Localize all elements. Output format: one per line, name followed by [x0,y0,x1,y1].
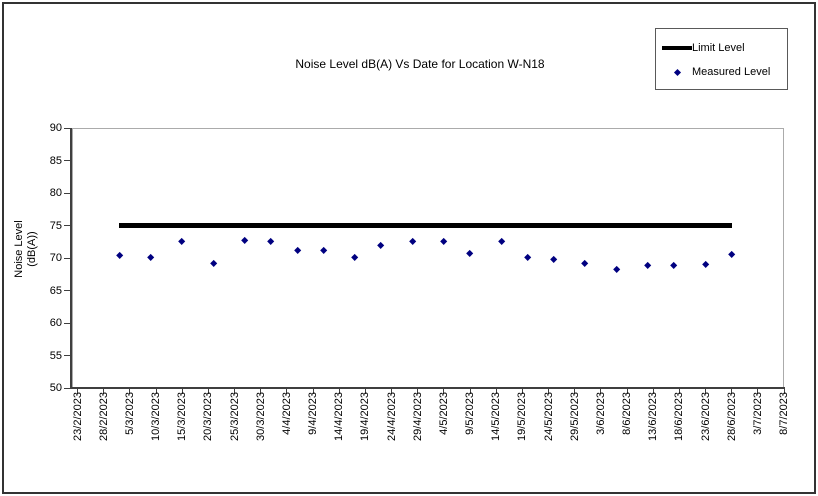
y-tick [64,127,71,129]
x-tick-label: 14/5/2023 [490,392,503,441]
x-tick [207,389,209,394]
x-tick [600,389,602,394]
x-tick-label: 9/5/2023 [464,392,476,435]
x-tick [652,389,654,394]
x-tick-label: 3/7/2023 [751,392,764,435]
x-tick [234,389,235,394]
x-tick [495,389,497,394]
y-tick-label: 65 [49,284,62,297]
limit-line-sample-icon [662,43,692,53]
legend-label: Measured Level [692,66,771,78]
y-axis-line [70,128,72,389]
x-tick [548,389,549,394]
legend-item-measured-level: Measured Level [662,60,787,84]
x-tick [678,389,680,394]
x-tick-label: 30/3/2023 [254,392,267,441]
x-tick [129,389,131,394]
y-tick-label: 55 [49,349,62,362]
x-tick-label: 23/6/2023 [699,392,712,441]
x-tick-label: 9/4/2023 [307,392,319,435]
x-tick-label: 10/3/2023 [150,392,162,441]
x-tick-label: 4/4/2023 [280,392,293,435]
y-tick [64,160,71,161]
x-tick [364,389,366,394]
x-tick-label: 29/5/2023 [568,392,581,441]
y-tick-label: 90 [49,122,62,134]
y-axis-title-line1: Noise Level [13,220,25,278]
x-tick [338,389,340,394]
x-tick [626,389,628,394]
x-tick-label: 18/6/2023 [673,392,686,441]
x-tick-label: 5/3/2023 [123,392,136,435]
x-tick [286,389,288,394]
x-tick-label: 4/5/2023 [437,392,450,435]
y-tick [64,322,71,324]
x-tick [757,389,759,394]
x-tick-label: 13/6/2023 [647,392,660,441]
x-tick [103,389,105,394]
x-tick-label: 23/2/2023 [71,392,84,441]
y-tick [64,225,71,226]
plot-area [72,128,784,388]
x-tick [574,389,576,394]
x-tick [443,389,445,394]
x-tick-label: 8/7/2023 [778,392,790,435]
x-tick [260,389,262,394]
x-tick [521,389,523,394]
x-tick-label: 19/5/2023 [516,392,529,441]
x-tick-label: 24/5/2023 [542,392,555,441]
y-tick-label: 60 [49,317,62,329]
x-tick [705,389,706,394]
x-tick [312,389,314,394]
x-tick [469,389,471,394]
x-tick-label: 20/3/2023 [202,392,215,441]
y-tick [64,290,71,291]
legend-item-limit-level: Limit Level [662,36,787,60]
y-tick [64,257,71,259]
x-tick [391,389,392,394]
chart-title: Noise Level dB(A) Vs Date for Location W… [295,57,545,71]
y-tick [64,355,71,356]
x-tick-label: 3/6/2023 [594,392,607,435]
y-tick-label: 50 [49,382,62,394]
x-tick-label: 14/4/2023 [333,392,346,441]
y-tick-label: 80 [49,187,62,199]
x-tick-label: 28/2/2023 [97,392,110,441]
legend-label: Limit Level [692,42,745,54]
x-tick-label: 15/3/2023 [176,392,189,441]
x-tick-label: 8/6/2023 [621,392,633,435]
x-tick-label: 29/4/2023 [411,392,424,441]
y-tick-label: 70 [49,252,62,264]
x-tick [731,389,733,394]
y-tick [64,192,71,194]
y-tick [64,387,71,389]
x-tick-label: 25/3/2023 [228,392,241,441]
y-tick-label: 85 [49,154,62,167]
x-axis-line [70,387,785,389]
x-tick-label: 24/4/2023 [385,392,398,441]
x-tick [155,389,157,394]
x-tick [77,389,78,394]
x-tick-label: 19/4/2023 [359,392,372,441]
limit-line [119,223,732,228]
y-tick-label: 75 [49,219,62,232]
x-tick [783,389,785,394]
x-tick [417,389,419,394]
legend: Limit Level Measured Level [655,28,788,90]
diamond-marker-icon [662,67,692,77]
x-tick-label: 28/6/2023 [725,392,738,441]
x-tick [181,389,183,394]
